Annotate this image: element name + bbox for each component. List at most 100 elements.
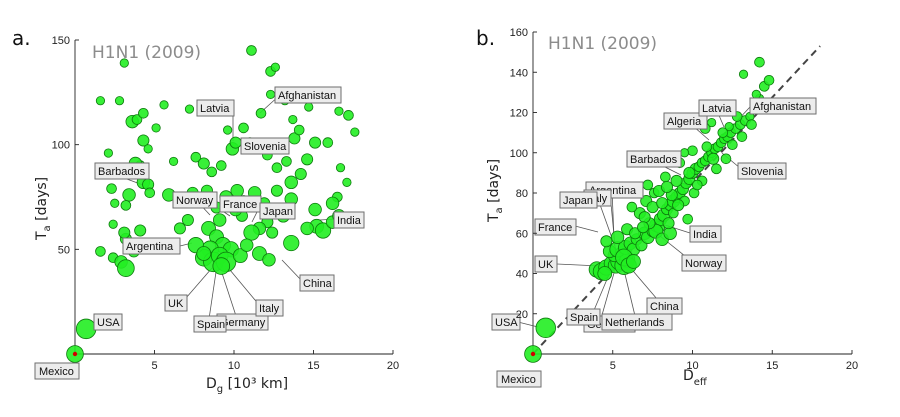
data-point-b-86 bbox=[660, 180, 673, 193]
data-point-b-108 bbox=[751, 89, 761, 99]
panel-a-title: H1N1 (2009) bbox=[92, 43, 201, 63]
y-tick-label-b-1: 40 bbox=[516, 269, 528, 281]
data-point-a-9 bbox=[117, 259, 135, 277]
svg-text:USA: USA bbox=[97, 317, 120, 329]
annotation-india-a: India bbox=[333, 211, 365, 229]
data-point-a-71 bbox=[230, 184, 244, 198]
panel-b-xlabel: Deff bbox=[683, 368, 708, 388]
svg-text:UK: UK bbox=[538, 259, 554, 271]
data-point-a-18 bbox=[137, 134, 150, 147]
svg-text:Norway: Norway bbox=[685, 258, 723, 270]
panel-b-title: H1N1 (2009) bbox=[548, 34, 657, 54]
svg-text:France: France bbox=[538, 222, 572, 234]
data-point-a-43 bbox=[265, 89, 276, 100]
data-point-b-102 bbox=[736, 131, 748, 142]
annotation-usa-a: USA bbox=[93, 313, 123, 331]
data-point-a-27 bbox=[159, 100, 169, 110]
x-tick-label-a-1: 10 bbox=[228, 360, 240, 372]
data-point-a-26 bbox=[144, 187, 156, 199]
data-point-a-31 bbox=[168, 156, 179, 167]
annotation-japan-a: Japan bbox=[259, 202, 296, 220]
data-point-a-33 bbox=[190, 151, 202, 163]
svg-text:Algeria: Algeria bbox=[667, 116, 702, 128]
data-point-a-16 bbox=[131, 114, 143, 125]
x-tick-label-b-3: 20 bbox=[846, 360, 858, 372]
data-point-b-72 bbox=[720, 153, 732, 165]
data-point-a-24 bbox=[122, 188, 136, 202]
svg-text:Afghanistan: Afghanistan bbox=[753, 101, 811, 113]
data-point-a-104 bbox=[196, 246, 212, 261]
data-point-a-49 bbox=[322, 137, 334, 148]
svg-text:Spain: Spain bbox=[197, 319, 225, 331]
data-point-a-42 bbox=[270, 62, 280, 72]
data-point-a-77 bbox=[281, 156, 292, 167]
data-point-a-59 bbox=[300, 221, 314, 236]
data-point-a-76 bbox=[301, 153, 314, 166]
data-point-a-60 bbox=[314, 222, 332, 239]
annotation-france-a: France bbox=[219, 195, 262, 213]
y-tick-label-b-5: 120 bbox=[510, 108, 528, 120]
annotation-usa-b: USA bbox=[491, 313, 521, 331]
data-point-b-97 bbox=[629, 227, 642, 240]
data-point-a-86 bbox=[212, 213, 227, 227]
y-tick-label-b-2: 60 bbox=[516, 228, 528, 240]
x-tick-label-b-1: 10 bbox=[686, 360, 698, 372]
annotation-slovenia-a: Slovenia bbox=[240, 137, 290, 155]
data-point-b-92 bbox=[746, 119, 757, 130]
svg-text:Japan: Japan bbox=[263, 206, 293, 218]
svg-text:Barbados: Barbados bbox=[630, 154, 678, 166]
data-point-b-55 bbox=[754, 56, 765, 68]
data-point-a-47 bbox=[304, 102, 314, 112]
data-point-b-105 bbox=[682, 213, 694, 225]
panel-b-points bbox=[524, 56, 775, 363]
annotation-argentina-a: Argentina bbox=[122, 237, 181, 255]
data-point-b-63 bbox=[660, 171, 671, 183]
data-point-a-34 bbox=[197, 157, 210, 170]
data-point-a-28 bbox=[151, 123, 161, 133]
data-point-a-102 bbox=[266, 226, 279, 239]
annotation-france-b: France bbox=[534, 218, 577, 236]
svg-text:UK: UK bbox=[168, 298, 184, 310]
data-point-a-6 bbox=[95, 246, 106, 257]
data-point-a-97 bbox=[232, 248, 248, 264]
data-point-a-105 bbox=[181, 214, 194, 227]
data-point-a-53 bbox=[335, 163, 346, 173]
data-point-b-87 bbox=[670, 174, 683, 187]
annotation-afghanistan-a: Afghanistan bbox=[274, 86, 342, 104]
annotation-china-a: China bbox=[299, 274, 335, 292]
data-point-a-3 bbox=[103, 148, 113, 158]
data-point-a-30 bbox=[118, 226, 131, 239]
annotation-barbados-a: Barbados bbox=[94, 162, 150, 180]
data-point-a-32 bbox=[184, 104, 195, 114]
panel-b-ylabel: Ta [days] bbox=[486, 159, 505, 223]
data-point-a-74 bbox=[284, 175, 298, 190]
svg-text:Latvia: Latvia bbox=[200, 103, 230, 115]
annotation-norway-a: Norway bbox=[172, 191, 218, 209]
svg-text:Slovenia: Slovenia bbox=[244, 141, 287, 153]
svg-text:Mexico: Mexico bbox=[39, 366, 74, 378]
x-tick-label-b-2: 15 bbox=[766, 360, 778, 372]
data-point-a-56 bbox=[325, 196, 340, 210]
panel-b-leaders bbox=[517, 106, 751, 328]
data-point-a-40 bbox=[246, 45, 257, 56]
data-point-a-98 bbox=[240, 238, 254, 252]
data-point-b-85 bbox=[597, 266, 613, 281]
data-point-b-101 bbox=[727, 139, 738, 151]
data-point-a-12 bbox=[134, 224, 147, 237]
data-point-b-90 bbox=[717, 127, 729, 138]
data-point-b-84 bbox=[626, 254, 641, 269]
annotation-japan-b: Japan bbox=[559, 191, 598, 209]
svg-text:Spain: Spain bbox=[570, 312, 598, 324]
svg-text:Norway: Norway bbox=[176, 195, 214, 207]
y-tick-label-a-1: 100 bbox=[52, 140, 70, 152]
data-point-b-106 bbox=[642, 179, 654, 191]
svg-text:India: India bbox=[337, 215, 362, 227]
data-point-a-19 bbox=[143, 144, 153, 154]
annotation-uk-a: UK bbox=[164, 294, 188, 312]
panel-b-annotations: Mexico USA Germany Spain Netherlands Chi… bbox=[491, 97, 817, 388]
data-point-a-4 bbox=[106, 183, 117, 194]
data-point-b-81 bbox=[600, 235, 613, 248]
data-point-a-5 bbox=[110, 198, 120, 208]
svg-text:Mexico: Mexico bbox=[501, 374, 536, 386]
